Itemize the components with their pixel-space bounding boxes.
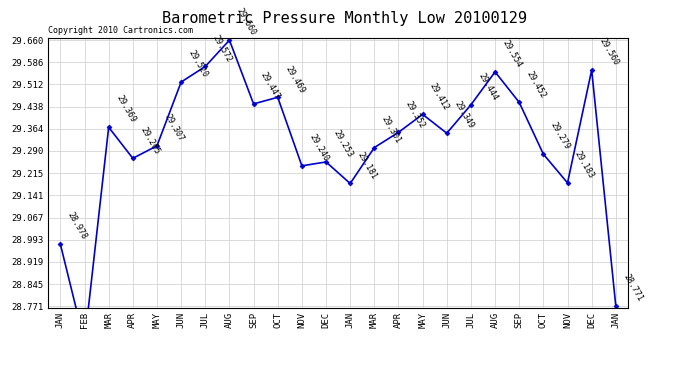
Text: 29.369: 29.369 [115, 94, 137, 124]
Text: 29.181: 29.181 [356, 150, 379, 181]
Text: 29.412: 29.412 [428, 81, 451, 112]
Text: 29.560: 29.560 [598, 37, 620, 67]
Text: 28.771: 28.771 [622, 273, 644, 303]
Text: 29.349: 29.349 [453, 100, 475, 130]
Text: 29.265: 29.265 [139, 125, 161, 156]
Text: 29.183: 29.183 [573, 150, 596, 180]
Text: 28.650: 28.650 [0, 374, 1, 375]
Text: 29.352: 29.352 [404, 99, 427, 129]
Text: 29.444: 29.444 [477, 72, 500, 102]
Text: 29.554: 29.554 [501, 39, 524, 69]
Text: Barometric Pressure Monthly Low 20100129: Barometric Pressure Monthly Low 20100129 [163, 11, 527, 26]
Text: 29.240: 29.240 [308, 133, 331, 163]
Text: 29.660: 29.660 [235, 7, 258, 38]
Text: 29.279: 29.279 [549, 121, 572, 152]
Text: 29.572: 29.572 [211, 33, 234, 64]
Text: 29.253: 29.253 [332, 129, 355, 159]
Text: 29.452: 29.452 [525, 69, 548, 100]
Text: 28.978: 28.978 [66, 211, 89, 242]
Text: 29.520: 29.520 [187, 49, 210, 79]
Text: Copyright 2010 Cartronics.com: Copyright 2010 Cartronics.com [48, 26, 193, 35]
Text: 29.447: 29.447 [259, 70, 282, 101]
Text: 29.307: 29.307 [163, 112, 186, 143]
Text: 29.301: 29.301 [380, 114, 403, 145]
Text: 29.469: 29.469 [284, 64, 306, 94]
